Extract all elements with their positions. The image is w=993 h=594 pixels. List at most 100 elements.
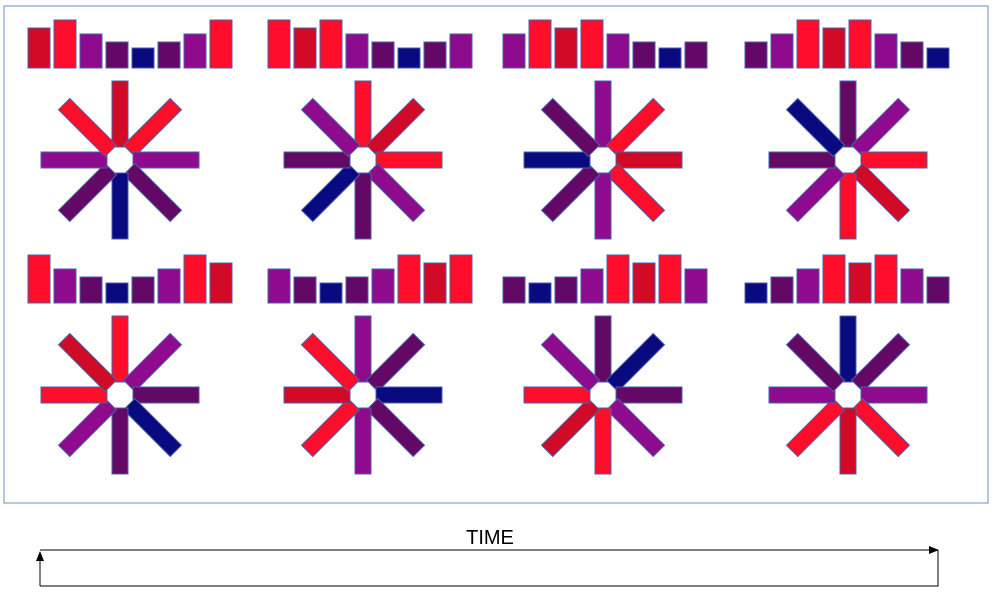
spoke xyxy=(57,397,118,458)
level-bar xyxy=(79,33,103,69)
spoke xyxy=(850,397,911,458)
bar-strip xyxy=(502,254,708,304)
level-bar xyxy=(554,27,578,69)
spoke xyxy=(122,332,183,393)
level-bar xyxy=(744,282,768,304)
spoke xyxy=(57,332,118,393)
level-bar xyxy=(267,19,291,69)
panel-8 xyxy=(744,254,950,475)
spoke xyxy=(594,315,612,383)
level-bar xyxy=(449,254,473,304)
level-bar xyxy=(209,19,233,69)
level-bar xyxy=(632,262,656,304)
level-bar xyxy=(397,254,421,304)
level-bar xyxy=(770,276,794,304)
spoke xyxy=(132,386,200,404)
bar-strip xyxy=(267,19,473,69)
level-bar xyxy=(345,33,369,69)
spoke xyxy=(365,162,426,223)
spoke xyxy=(768,386,836,404)
level-bar xyxy=(926,47,950,69)
spoke xyxy=(375,151,443,169)
bar-strip xyxy=(744,254,950,304)
level-bar xyxy=(319,19,343,69)
spoke xyxy=(300,162,361,223)
level-bar xyxy=(157,268,181,304)
spoke xyxy=(40,386,108,404)
level-bar xyxy=(293,276,317,304)
spoke xyxy=(57,97,118,158)
level-bar xyxy=(131,47,155,69)
spoke xyxy=(615,151,683,169)
spoke xyxy=(594,172,612,240)
level-bar xyxy=(183,254,207,304)
spoke xyxy=(785,397,846,458)
level-bar xyxy=(874,33,898,69)
level-bar xyxy=(658,254,682,304)
bar-strip xyxy=(27,19,233,69)
spoke xyxy=(40,151,108,169)
spoke xyxy=(354,315,372,383)
spoke xyxy=(615,386,683,404)
bar-strip xyxy=(267,254,473,304)
level-bar xyxy=(528,19,552,69)
level-bar xyxy=(131,276,155,304)
radial-glyph xyxy=(523,315,683,475)
level-bar xyxy=(684,41,708,69)
time-bracket-line xyxy=(40,550,939,587)
spoke xyxy=(365,397,426,458)
level-bar xyxy=(105,282,129,304)
radial-glyph xyxy=(40,80,200,240)
level-bar xyxy=(267,268,291,304)
spoke xyxy=(540,97,601,158)
spoke xyxy=(839,80,857,148)
level-bar xyxy=(796,19,820,69)
radial-glyph xyxy=(523,80,683,240)
level-bar xyxy=(848,262,872,304)
level-bar xyxy=(209,262,233,304)
time-arrow xyxy=(36,546,939,587)
level-bar xyxy=(528,282,552,304)
spoke xyxy=(365,332,426,393)
level-bar xyxy=(27,27,51,69)
spoke xyxy=(375,386,443,404)
level-bar xyxy=(293,27,317,69)
level-bar xyxy=(606,33,630,69)
spoke xyxy=(122,162,183,223)
panel-6 xyxy=(267,254,473,475)
spoke xyxy=(300,97,361,158)
level-bar xyxy=(658,47,682,69)
spoke xyxy=(605,97,666,158)
spoke xyxy=(839,315,857,383)
level-bar xyxy=(79,276,103,304)
level-bar xyxy=(157,41,181,69)
spoke xyxy=(785,97,846,158)
level-bar xyxy=(554,276,578,304)
level-bar xyxy=(371,268,395,304)
spoke xyxy=(594,80,612,148)
level-bar xyxy=(345,276,369,304)
spoke xyxy=(850,97,911,158)
level-bar xyxy=(744,41,768,69)
spoke xyxy=(785,332,846,393)
level-bar xyxy=(449,33,473,69)
spoke xyxy=(354,80,372,148)
spoke xyxy=(850,162,911,223)
bar-strip xyxy=(27,254,233,304)
level-bar xyxy=(822,27,846,69)
bar-strip xyxy=(744,19,950,69)
level-bar xyxy=(423,41,447,69)
panel-2 xyxy=(267,19,473,240)
radial-glyph xyxy=(768,315,928,475)
spoke xyxy=(300,332,361,393)
panels-group xyxy=(27,19,950,475)
level-bar xyxy=(105,41,129,69)
spoke xyxy=(354,407,372,475)
spoke xyxy=(605,332,666,393)
level-bar xyxy=(397,47,421,69)
level-bar xyxy=(27,254,51,304)
level-bar xyxy=(770,33,794,69)
level-bar xyxy=(874,254,898,304)
radial-glyph xyxy=(283,80,443,240)
